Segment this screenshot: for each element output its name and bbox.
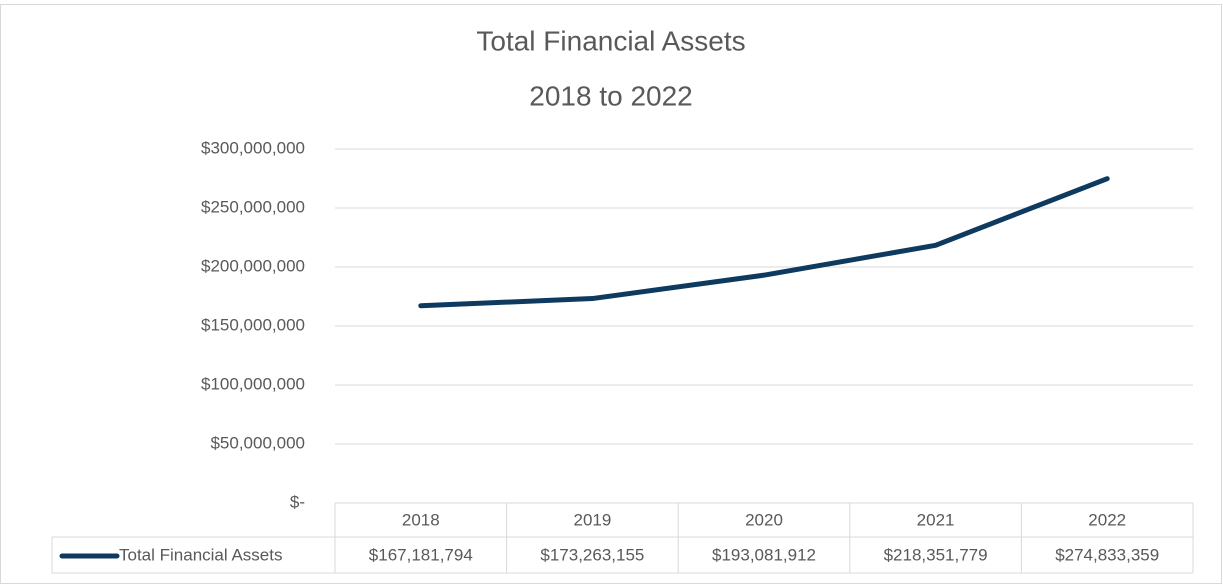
- x-tick-label: 2020: [745, 510, 783, 529]
- y-tick-label: $250,000,000: [201, 197, 305, 216]
- y-tick-label: $150,000,000: [201, 315, 305, 334]
- x-tick-label: 2021: [917, 510, 955, 529]
- table-value: $173,263,155: [540, 545, 644, 564]
- y-tick-label: $300,000,000: [201, 138, 305, 157]
- x-tick-label: 2018: [402, 510, 440, 529]
- table-value: $274,833,359: [1055, 545, 1159, 564]
- chart-subtitle: 2018 to 2022: [529, 80, 693, 111]
- chart-title: Total Financial Assets: [476, 25, 745, 56]
- table-value: $218,351,779: [884, 545, 988, 564]
- table-value: $167,181,794: [369, 545, 473, 564]
- y-tick-label: $100,000,000: [201, 374, 305, 393]
- table-value: $193,081,912: [712, 545, 816, 564]
- y-tick-label: $50,000,000: [210, 433, 305, 452]
- series-line: [418, 176, 1110, 309]
- y-tick-label: $200,000,000: [201, 256, 305, 275]
- x-tick-label: 2022: [1088, 510, 1126, 529]
- x-tick-label: 2019: [573, 510, 611, 529]
- legend-label: Total Financial Assets: [119, 545, 282, 564]
- y-tick-label: $-: [290, 492, 305, 511]
